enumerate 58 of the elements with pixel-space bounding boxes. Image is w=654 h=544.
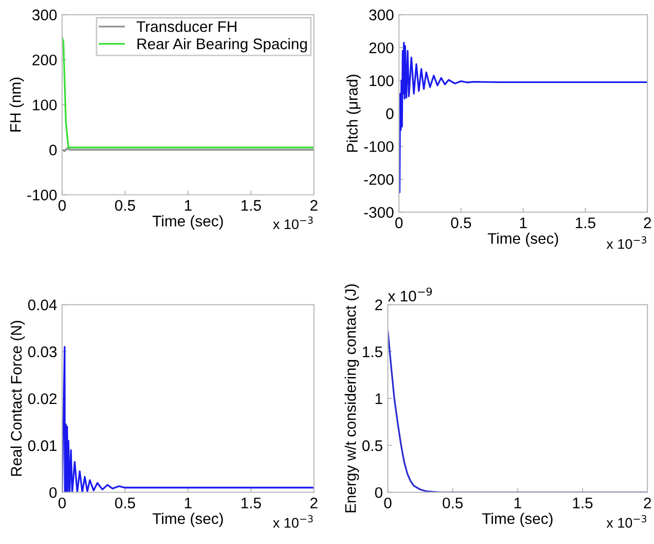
- y-tick-label: -200: [364, 174, 394, 185]
- line-series: [398, 42, 648, 194]
- y-tick-label: 0: [375, 487, 382, 498]
- y-tick-label: 0: [386, 108, 394, 120]
- y-tick-label: 1: [376, 394, 382, 404]
- legend-label: Rear Air Bearing Spacing: [138, 38, 307, 52]
- x-tick-label: 0.5: [115, 498, 136, 508]
- x-tick-label: 1.5: [576, 218, 596, 228]
- x-tick-label: 0: [58, 498, 66, 508]
- x-tick-label: 1.5: [242, 200, 261, 211]
- text: x 10$^{−9}$: [388, 288, 432, 302]
- text: x 10$^{−3}$: [272, 216, 313, 230]
- y-axis-title: FH (nm): [10, 78, 24, 132]
- x-tick-label: 2: [644, 217, 651, 228]
- y-tick-label: -100: [27, 190, 57, 200]
- y-tick-label: 2: [375, 300, 382, 310]
- y-tick-label: 0.5: [362, 440, 382, 452]
- y-tick-label: 300: [369, 10, 394, 20]
- y-tick-label: 0: [49, 144, 57, 156]
- y-tick-label: 0.04: [28, 300, 57, 310]
- text: x 10$^{−3}$: [272, 515, 313, 528]
- y-tick-label: 1.5: [362, 346, 382, 358]
- y-axis-title: Real Contact Force (N): [10, 320, 25, 476]
- x-tick-label: 2: [310, 498, 318, 508]
- x-tick-label: 1: [520, 218, 527, 228]
- y-tick-label: 0.03: [28, 346, 57, 358]
- x-tick-label: 0.5: [442, 498, 463, 508]
- x-tick-label: 1.5: [242, 498, 261, 508]
- x-tick-label: 0.5: [451, 217, 472, 228]
- legend-label: Transducer FH: [136, 20, 236, 32]
- x-tick-label: 1: [184, 200, 192, 211]
- x-tick-label: 0: [58, 200, 66, 211]
- y-axis-title: Pitch (μrad): [346, 74, 361, 152]
- x-tick-label: 0: [395, 217, 403, 228]
- text: x 10$^{−3}$: [606, 236, 646, 249]
- y-tick-label: 0.01: [28, 440, 57, 452]
- y-tick-label: 100: [370, 75, 394, 86]
- line-series: [62, 36, 314, 148]
- y-tick-label: 200: [32, 54, 57, 66]
- y-tick-label: 300: [32, 10, 57, 20]
- x-tick-label: 1: [184, 498, 192, 508]
- y-tick-label: 200: [369, 42, 394, 54]
- y-tick-label: -100: [364, 141, 394, 152]
- x-axis-title: Time (sec): [488, 232, 558, 247]
- x-axis-title: Time (sec): [152, 512, 223, 528]
- x-tick-label: 2: [644, 498, 651, 508]
- y-tick-label: 100: [32, 100, 57, 110]
- y-tick-label: 0.02: [28, 393, 57, 404]
- x-axis-title: Time (sec): [152, 215, 223, 230]
- y-axis-title: Energy w/t considering contact (J): [344, 284, 359, 512]
- x-tick-label: 2: [310, 200, 318, 211]
- x-tick-label: 1.5: [573, 498, 593, 508]
- text: x 10$^{−3}$: [606, 515, 646, 528]
- x-tick-label: 1: [514, 498, 522, 508]
- x-axis-title: Time (sec): [482, 512, 552, 528]
- x-tick-label: 0.5: [115, 200, 136, 211]
- y-tick-label: 0: [49, 487, 57, 498]
- y-tick-label: -300: [364, 207, 394, 218]
